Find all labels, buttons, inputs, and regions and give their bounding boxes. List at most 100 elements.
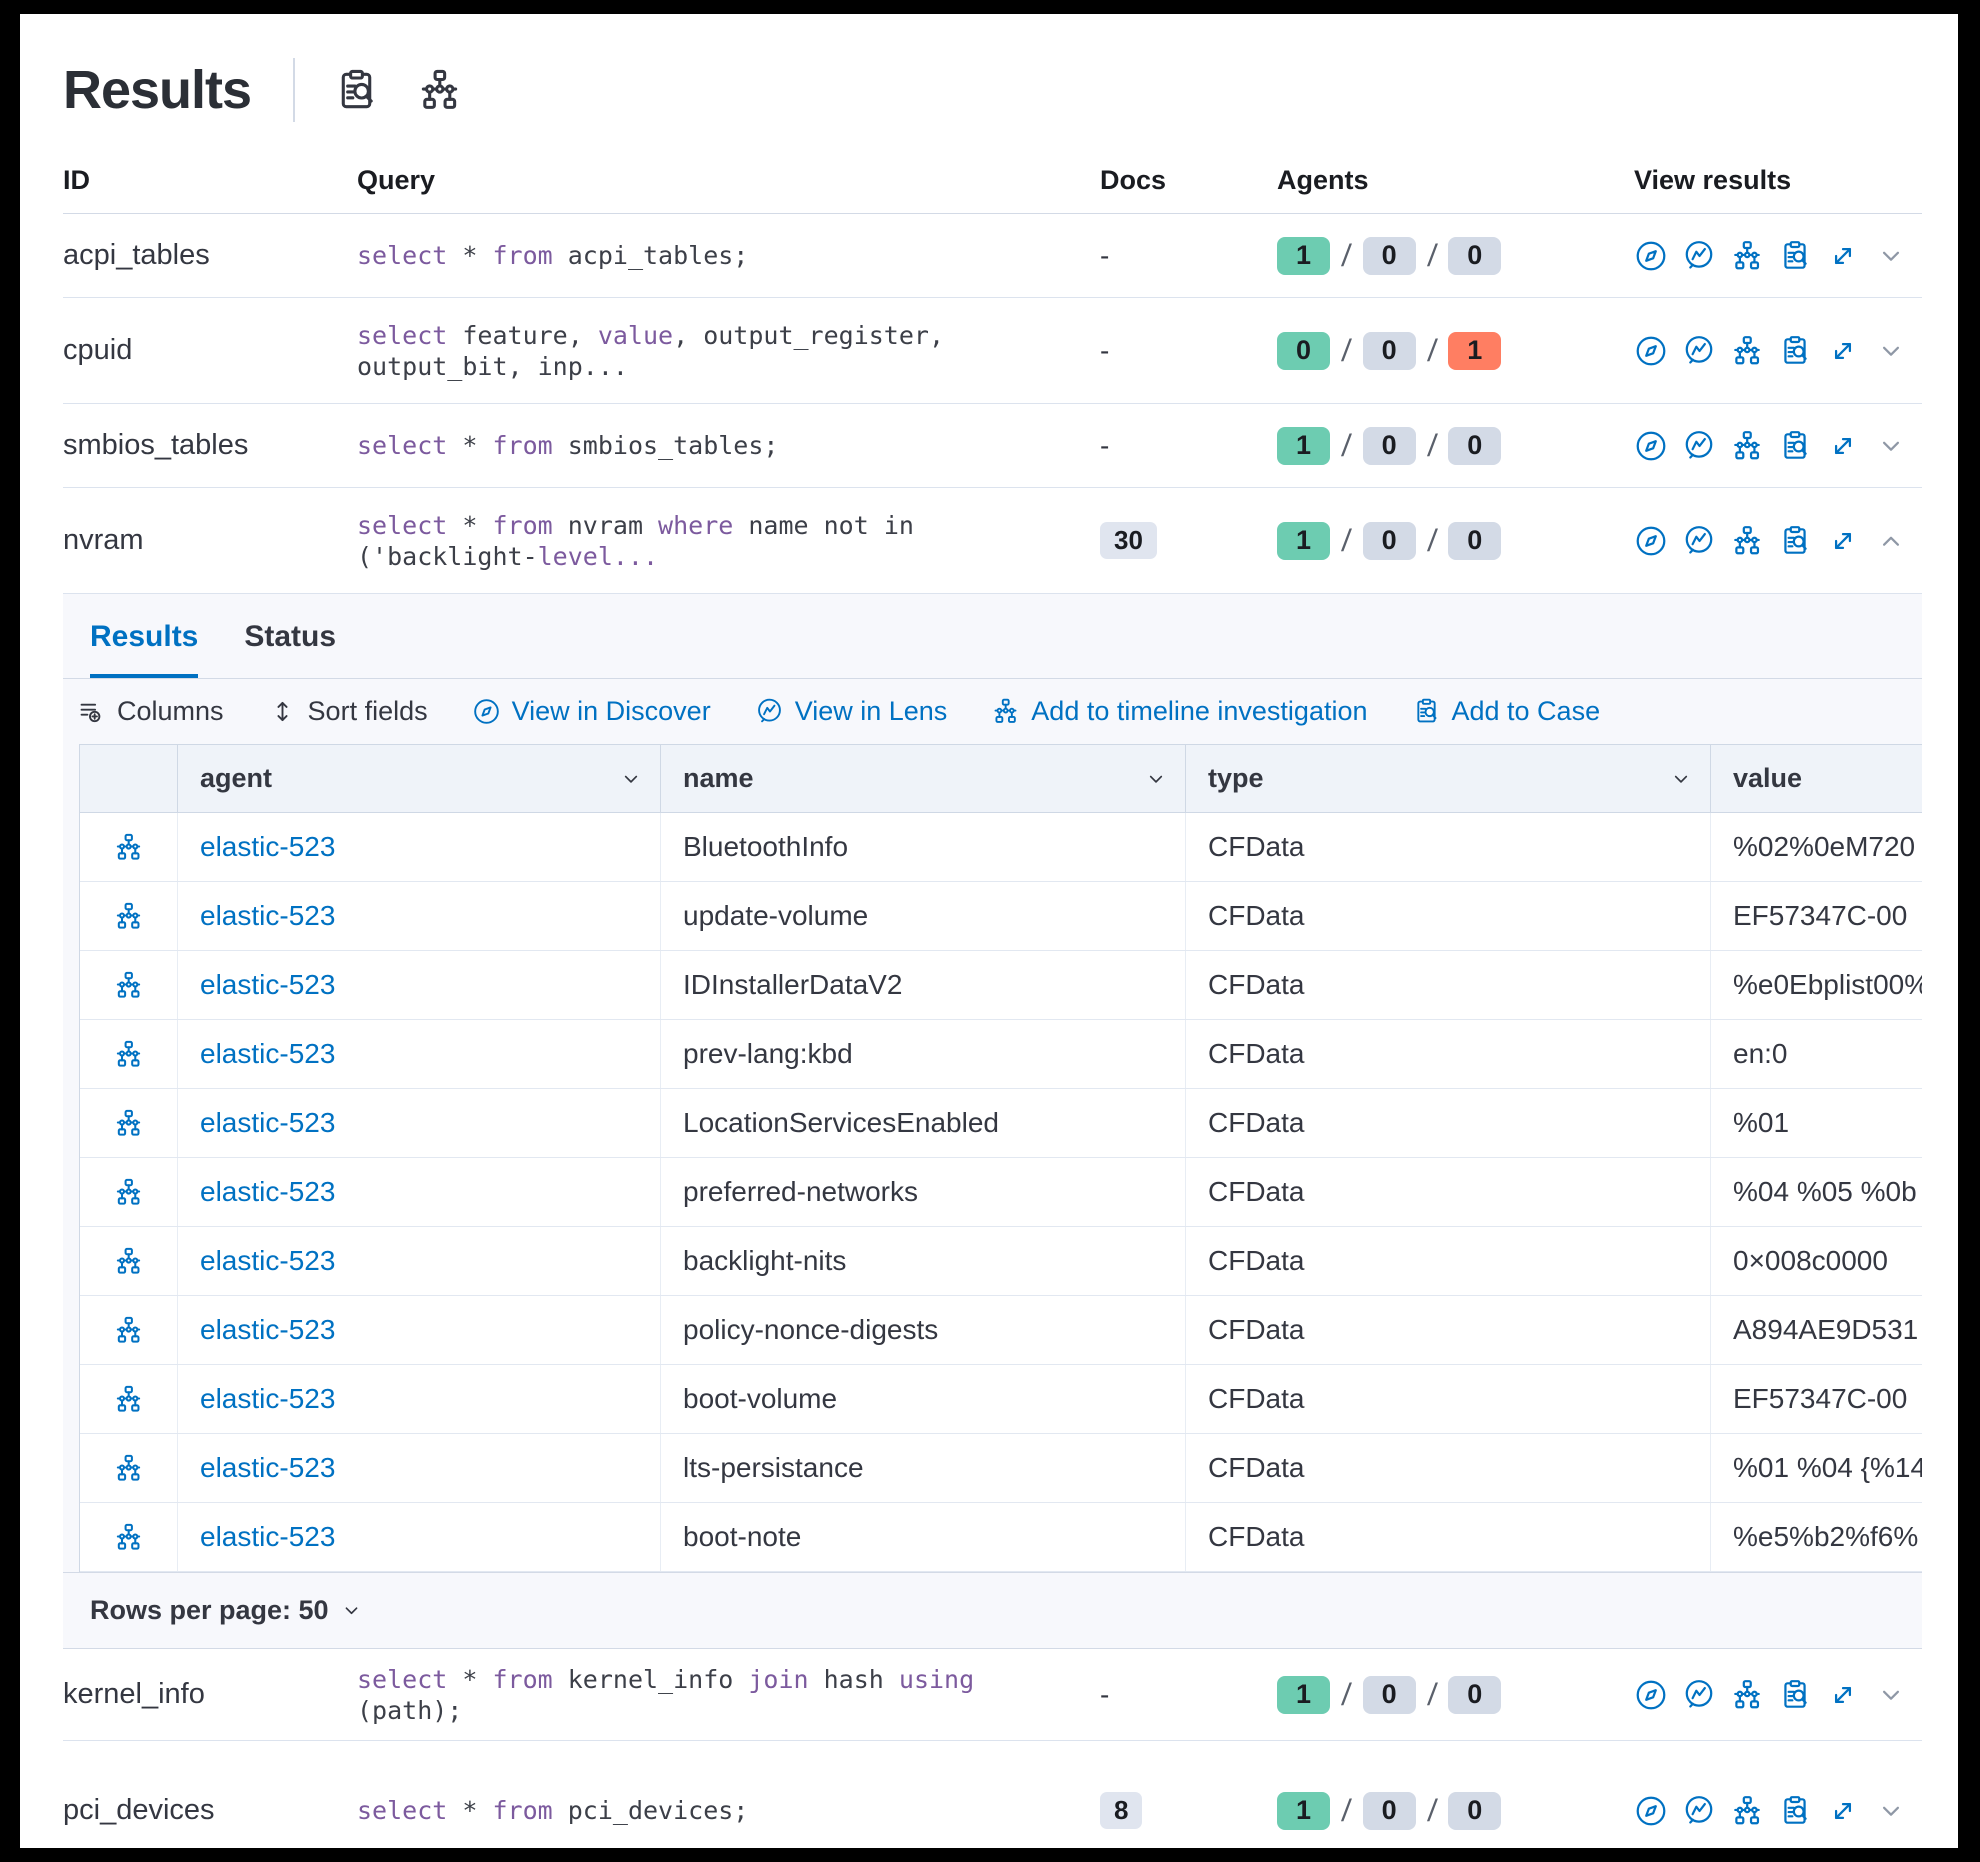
add-to-timeline-icon[interactable] bbox=[1730, 1678, 1764, 1712]
agent-link[interactable]: elastic-523 bbox=[200, 1176, 336, 1207]
add-to-case-icon[interactable] bbox=[1778, 524, 1812, 558]
columns-icon bbox=[77, 697, 106, 726]
agents-separator: / bbox=[1425, 1792, 1439, 1828]
toggle-expand-chevron-icon[interactable] bbox=[1874, 524, 1908, 558]
column-header-type[interactable]: type bbox=[1186, 745, 1711, 812]
view-in-discover-button[interactable]: View in Discover bbox=[472, 696, 711, 727]
view-in-lens-icon[interactable] bbox=[1682, 239, 1716, 273]
agent-link[interactable]: elastic-523 bbox=[200, 969, 336, 1000]
rows-per-page-chevron-icon[interactable] bbox=[339, 1598, 364, 1623]
add-to-timeline-row-icon[interactable] bbox=[113, 1177, 144, 1208]
results-window: Results ID Query Docs Agents View results ac… bbox=[20, 14, 1958, 1848]
add-to-timeline-icon[interactable] bbox=[1730, 334, 1764, 368]
columns-button[interactable]: Columns bbox=[77, 696, 224, 727]
expand-results-icon[interactable] bbox=[1826, 524, 1860, 558]
view-in-lens-icon[interactable] bbox=[1682, 1678, 1716, 1712]
view-in-lens-icon[interactable] bbox=[1682, 429, 1716, 463]
type-cell: CFData bbox=[1186, 1296, 1711, 1364]
view-in-discover-icon[interactable] bbox=[1634, 1794, 1668, 1828]
column-header-label: agent bbox=[200, 763, 273, 793]
agents-status: 1/0/0 bbox=[1277, 236, 1634, 275]
result-row: elastic-523 IDInstallerDataV2 CFData %e0Ebp… bbox=[80, 951, 1922, 1020]
network-graph-icon[interactable] bbox=[416, 67, 463, 114]
add-to-timeline-row-icon[interactable] bbox=[113, 1384, 144, 1415]
agent-link[interactable]: elastic-523 bbox=[200, 900, 336, 931]
value-cell: EF57347C-00 bbox=[1711, 882, 1922, 950]
agent-link[interactable]: elastic-523 bbox=[200, 1314, 336, 1345]
add-to-timeline-row-icon[interactable] bbox=[113, 1108, 144, 1139]
agent-link[interactable]: elastic-523 bbox=[200, 831, 336, 862]
result-row: elastic-523 BluetoothInfo CFData %02%0eM720 bbox=[80, 813, 1922, 882]
toggle-expand-chevron-icon[interactable] bbox=[1874, 1794, 1908, 1828]
add-to-timeline-icon[interactable] bbox=[1730, 1794, 1764, 1828]
add-to-timeline-row-icon[interactable] bbox=[113, 1453, 144, 1484]
sort-fields-button[interactable]: Sort fields bbox=[268, 696, 428, 727]
expand-results-icon[interactable] bbox=[1826, 239, 1860, 273]
column-header-agent[interactable]: agent bbox=[178, 745, 661, 812]
page-header: Results bbox=[63, 48, 1922, 132]
row-timeline-cell bbox=[80, 1434, 178, 1502]
tab-results[interactable]: Results bbox=[90, 620, 199, 678]
add-to-timeline-icon[interactable] bbox=[1730, 239, 1764, 273]
view-in-discover-icon[interactable] bbox=[1634, 334, 1668, 368]
add-to-case-icon[interactable] bbox=[1778, 1678, 1812, 1712]
value-cell: en:0 bbox=[1711, 1020, 1922, 1088]
view-in-discover-icon[interactable] bbox=[1634, 239, 1668, 273]
view-in-lens-icon[interactable] bbox=[1682, 334, 1716, 368]
view-in-lens-button[interactable]: View in Lens bbox=[755, 696, 947, 727]
view-in-discover-icon[interactable] bbox=[1634, 429, 1668, 463]
view-in-lens-icon[interactable] bbox=[1682, 1794, 1716, 1828]
expand-results-icon[interactable] bbox=[1826, 429, 1860, 463]
column-actions-chevron-icon[interactable] bbox=[618, 766, 644, 792]
add-to-case-icon[interactable] bbox=[1778, 239, 1812, 273]
add-to-case-icon[interactable] bbox=[1778, 334, 1812, 368]
agent-link[interactable]: elastic-523 bbox=[200, 1245, 336, 1276]
add-to-case-icon[interactable] bbox=[1778, 429, 1812, 463]
view-in-discover-icon[interactable] bbox=[1634, 1678, 1668, 1712]
expand-results-icon[interactable] bbox=[1826, 1794, 1860, 1828]
agent-link[interactable]: elastic-523 bbox=[200, 1038, 336, 1069]
column-header-name[interactable]: name bbox=[661, 745, 1186, 812]
add-to-timeline-row-icon[interactable] bbox=[113, 1246, 144, 1277]
result-row: elastic-523 preferred-networks CFData %04 %… bbox=[80, 1158, 1922, 1227]
add-to-timeline-icon[interactable] bbox=[1730, 524, 1764, 558]
column-actions-chevron-icon[interactable] bbox=[1668, 766, 1694, 792]
view-in-discover-icon[interactable] bbox=[1634, 524, 1668, 558]
agents-status: 1/0/0 bbox=[1277, 521, 1634, 560]
agent-cell: elastic-523 bbox=[178, 1158, 661, 1226]
add-to-timeline-row-icon[interactable] bbox=[113, 832, 144, 863]
add-to-timeline-row-icon[interactable] bbox=[113, 1315, 144, 1346]
add-to-case-icon[interactable] bbox=[1778, 1794, 1812, 1828]
agents-status: 1/0/0 bbox=[1277, 1675, 1634, 1714]
column-header-value[interactable]: value bbox=[1711, 745, 1922, 812]
add-to-timeline-row-icon[interactable] bbox=[113, 1039, 144, 1070]
expand-results-icon[interactable] bbox=[1826, 1678, 1860, 1712]
add-to-timeline-button[interactable]: Add to timeline investigation bbox=[991, 696, 1368, 727]
toggle-expand-chevron-icon[interactable] bbox=[1874, 334, 1908, 368]
name-cell: BluetoothInfo bbox=[661, 813, 1186, 881]
column-actions-chevron-icon[interactable] bbox=[1143, 766, 1169, 792]
toggle-expand-chevron-icon[interactable] bbox=[1874, 239, 1908, 273]
agent-link[interactable]: elastic-523 bbox=[200, 1107, 336, 1138]
clipboard-search-icon[interactable] bbox=[333, 67, 380, 114]
expand-results-icon[interactable] bbox=[1826, 334, 1860, 368]
view-in-lens-icon[interactable] bbox=[1682, 524, 1716, 558]
add-to-case-button[interactable]: Add to Case bbox=[1412, 696, 1601, 727]
result-row: elastic-523 backlight-nits CFData 0×008c000… bbox=[80, 1227, 1922, 1296]
rows-per-page-chevron-icon[interactable] bbox=[339, 1598, 364, 1623]
add-to-timeline-row-icon[interactable] bbox=[113, 970, 144, 1001]
agent-link[interactable]: elastic-523 bbox=[200, 1521, 336, 1552]
toggle-expand-chevron-icon[interactable] bbox=[1874, 1678, 1908, 1712]
add-to-timeline-row-icon[interactable] bbox=[113, 1522, 144, 1553]
rows-per-page-button[interactable]: Rows per page: 50 bbox=[90, 1595, 329, 1625]
add-to-timeline-icon[interactable] bbox=[1730, 429, 1764, 463]
agent-link[interactable]: elastic-523 bbox=[200, 1383, 336, 1414]
agent-link[interactable]: elastic-523 bbox=[200, 1452, 336, 1483]
name-cell: preferred-networks bbox=[661, 1158, 1186, 1226]
tab-status[interactable]: Status bbox=[244, 620, 337, 653]
add-to-timeline-row-icon[interactable] bbox=[113, 901, 144, 932]
toggle-expand-chevron-icon[interactable] bbox=[1874, 429, 1908, 463]
agents-failed-badge: 0 bbox=[1448, 521, 1502, 560]
agents-failed-badge: 0 bbox=[1448, 1675, 1502, 1714]
toolbar-button-label: Add to Case bbox=[1451, 696, 1601, 726]
